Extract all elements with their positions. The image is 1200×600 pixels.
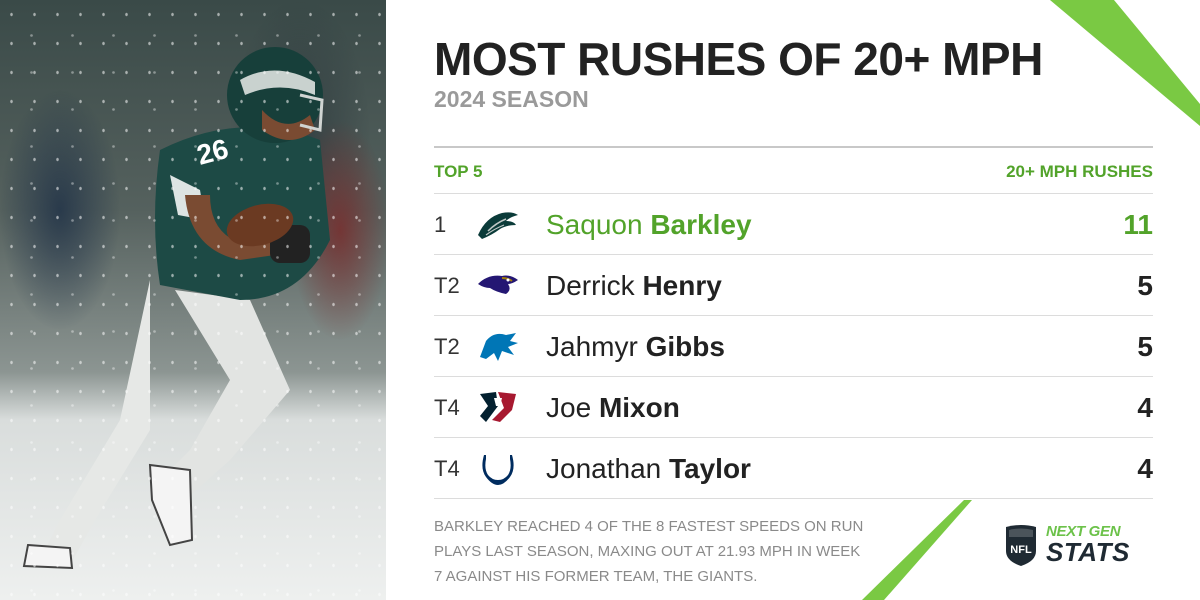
bottom-accent-stripe bbox=[862, 500, 972, 600]
player-name: Saquon Barkley bbox=[546, 209, 752, 241]
player-photo: 26 bbox=[0, 0, 386, 600]
player-name: Derrick Henry bbox=[546, 270, 722, 302]
leaderboard-table: 1 Saquon Barkley 11 T2 Derrick Henry 5 T… bbox=[434, 193, 1153, 499]
player-last-name: Mixon bbox=[598, 392, 680, 423]
player-last-name: Barkley bbox=[650, 209, 752, 240]
texans-logo-icon bbox=[480, 392, 516, 422]
ravens-logo-icon bbox=[478, 275, 518, 294]
table-row: 1 Saquon Barkley 11 bbox=[434, 193, 1153, 254]
footnote: Barkley reached 4 of the 8 fastest speed… bbox=[434, 518, 864, 585]
next-gen-label: NEXT GEN bbox=[1046, 523, 1121, 540]
next-gen-stats-logo: NFL NEXT GEN STATS bbox=[1004, 523, 1154, 568]
rush-count: 4 bbox=[1137, 453, 1153, 484]
rank-label: T2 bbox=[434, 273, 460, 298]
player-first-name: Jahmyr bbox=[546, 331, 638, 362]
player-last-name: Taylor bbox=[669, 453, 751, 484]
eagles-logo-icon bbox=[478, 212, 518, 239]
player-first-name: Derrick bbox=[546, 270, 635, 301]
rush-count: 11 bbox=[1123, 209, 1153, 240]
player-last-name: Gibbs bbox=[645, 331, 725, 362]
rush-count: 5 bbox=[1137, 270, 1153, 301]
page-subtitle: 2024 SEASON bbox=[434, 86, 589, 112]
column-header-top5: TOP 5 bbox=[434, 162, 483, 181]
rush-count: 5 bbox=[1137, 331, 1153, 362]
lions-logo-icon bbox=[480, 333, 518, 361]
table-row: T2 Derrick Henry 5 bbox=[434, 254, 1153, 315]
column-header-rushes: 20+ MPH RUSHES bbox=[1006, 162, 1153, 181]
table-row: T4 Jonathan Taylor 4 bbox=[434, 437, 1153, 499]
rank-label: T2 bbox=[434, 334, 460, 359]
table-row: T2 Jahmyr Gibbs 5 bbox=[434, 315, 1153, 376]
player-name: Jonathan Taylor bbox=[546, 453, 751, 485]
stats-label: STATS bbox=[1046, 537, 1130, 567]
colts-logo-icon bbox=[482, 455, 514, 485]
rank-label: T4 bbox=[434, 456, 460, 481]
page-title: MOST RUSHES OF 20+ MPH bbox=[434, 33, 1043, 85]
player-first-name: Jonathan bbox=[546, 453, 662, 484]
rank-label: 1 bbox=[434, 212, 447, 237]
top-right-accent-stripe bbox=[1050, 0, 1200, 126]
player-last-name: Henry bbox=[642, 270, 722, 301]
nfl-shield-icon: NFL bbox=[1006, 525, 1036, 566]
rank-label: T4 bbox=[434, 395, 460, 420]
rush-count: 4 bbox=[1137, 392, 1153, 423]
player-first-name: Saquon bbox=[546, 209, 643, 240]
player-first-name: Joe bbox=[546, 392, 592, 423]
table-row: T4 Joe Mixon 4 bbox=[434, 376, 1153, 437]
player-name: Joe Mixon bbox=[546, 392, 680, 424]
header-divider bbox=[434, 146, 1153, 148]
content-panel: MOST RUSHES OF 20+ MPH 2024 SEASON TOP 5… bbox=[386, 0, 1200, 600]
player-name: Jahmyr Gibbs bbox=[546, 331, 725, 363]
nfl-shield-text: NFL bbox=[1010, 544, 1032, 556]
snow-overlay bbox=[0, 0, 386, 600]
